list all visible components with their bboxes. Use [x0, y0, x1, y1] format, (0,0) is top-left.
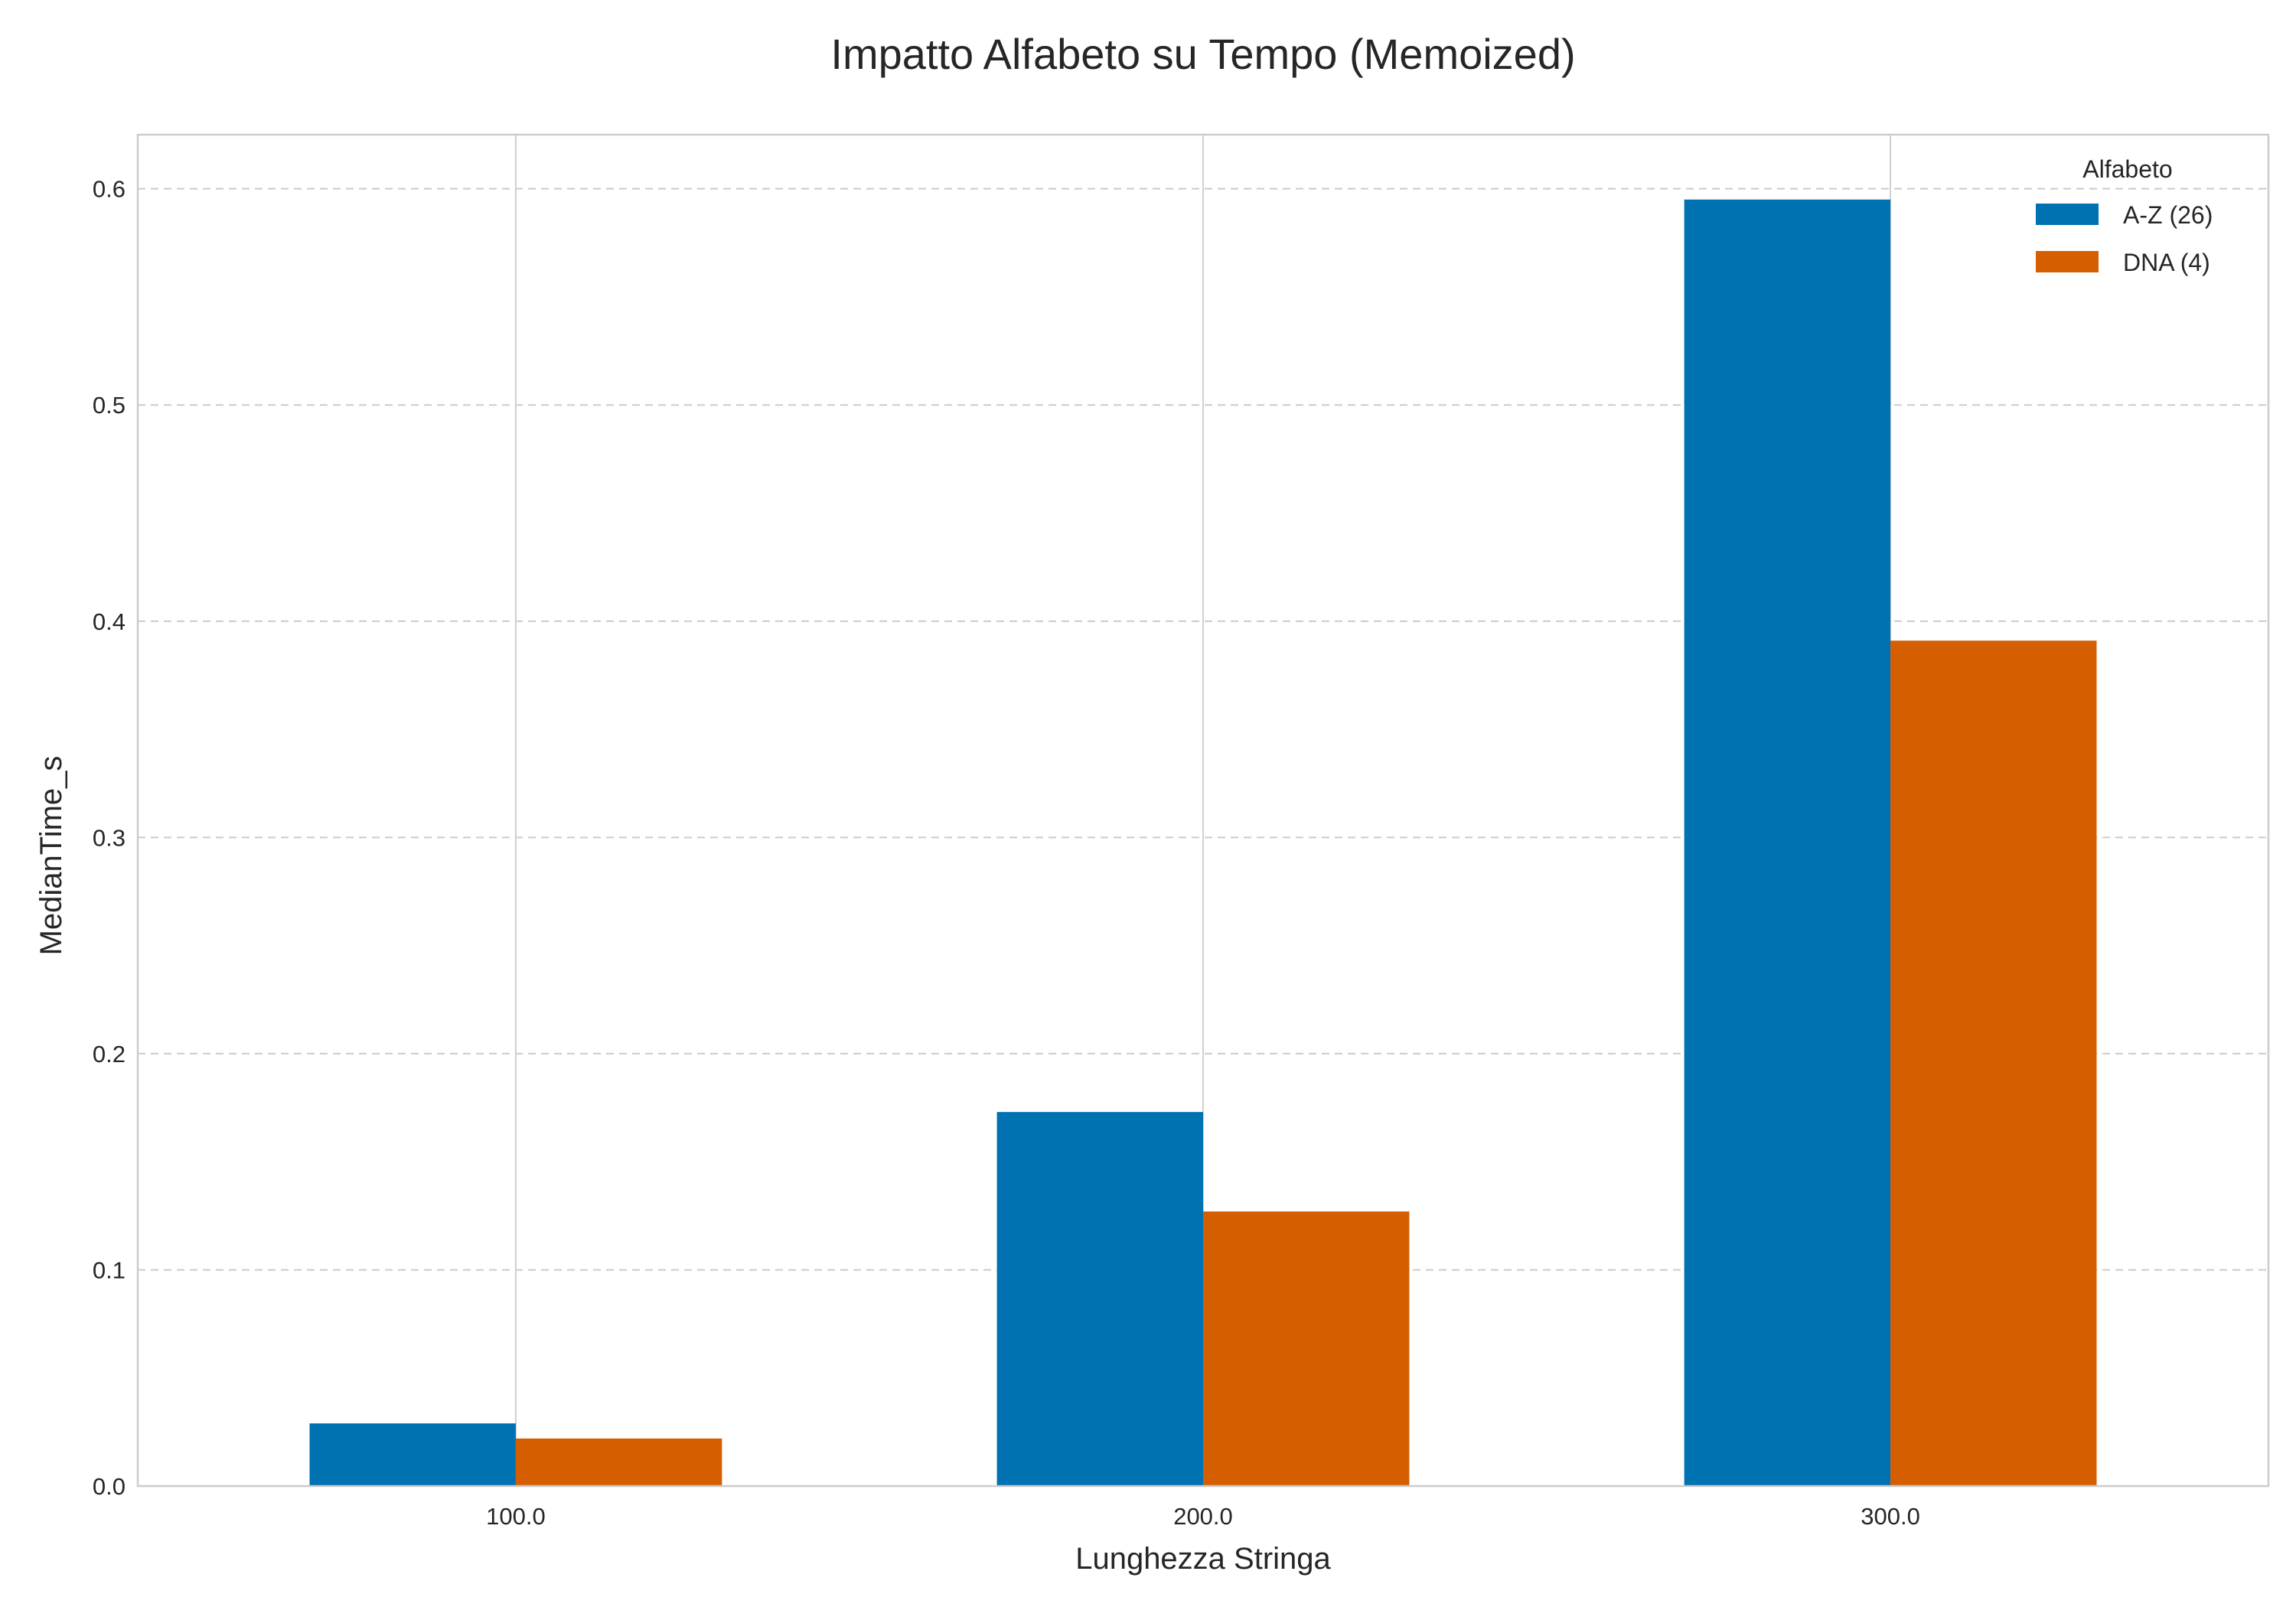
y-tick-label: 0.1 — [93, 1257, 126, 1283]
legend-title: Alfabeto — [2082, 155, 2172, 183]
bar-series-1-200.0 — [996, 1112, 1203, 1486]
legend-swatch — [2036, 251, 2099, 272]
legend-label: DNA (4) — [2123, 249, 2210, 276]
plot-frame — [136, 133, 2270, 1488]
y-tick-label: 0.0 — [93, 1473, 126, 1500]
x-tick-label: 200.0 — [1173, 1503, 1233, 1530]
bar-series-2-100.0 — [515, 1438, 722, 1486]
legend-swatch — [2036, 204, 2099, 225]
y-tick-label: 0.5 — [93, 392, 126, 419]
y-tick-label: 0.4 — [93, 608, 126, 635]
y-tick-label: 0.3 — [93, 824, 126, 851]
chart-title: Impatto Alfabeto su Tempo (Memoized) — [830, 30, 1575, 78]
x-tick-label: 300.0 — [1861, 1503, 1920, 1530]
legend-label: A-Z (26) — [2123, 201, 2213, 229]
bar-series-2-300.0 — [1890, 641, 2097, 1486]
y-tick-label: 0.2 — [93, 1041, 126, 1068]
bar-series-2-200.0 — [1203, 1211, 1410, 1486]
x-axis-label: Lunghezza Stringa — [1075, 1542, 1331, 1576]
y-tick-label: 0.6 — [93, 176, 126, 203]
legend: Alfabeto A-Z (26) DNA (4) — [2036, 155, 2213, 276]
x-tick-label: 100.0 — [486, 1503, 546, 1530]
bar-series-1-100.0 — [309, 1423, 516, 1486]
y-axis-label: MedianTime_s — [34, 756, 68, 956]
plot-area: 0.0 0.1 0.2 0.3 0.4 0.5 0.6 100.0 200.0 300.0 — [93, 133, 2270, 1530]
bar-series-1-300.0 — [1684, 199, 1891, 1486]
